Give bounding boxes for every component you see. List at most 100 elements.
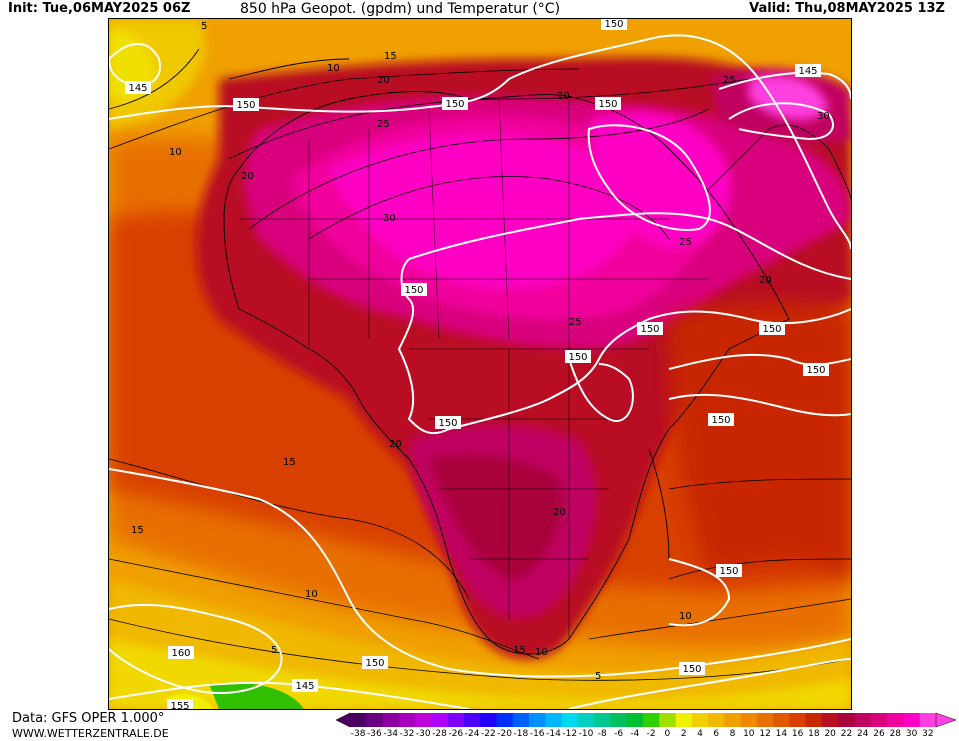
colorbar-tick-label: -20 <box>497 729 512 739</box>
temperature-labels: 5 15 10 20 10 20 25 30 25 20 30 25 20 25… <box>131 21 830 682</box>
temperature-colorbar <box>336 712 956 728</box>
colorbar-tick-label: -18 <box>513 729 529 739</box>
colorbar-swatch <box>659 713 677 727</box>
svg-text:150: 150 <box>438 418 457 429</box>
colorbar-tick-label: 30 <box>905 729 918 739</box>
colorbar-tick-label: 14 <box>775 729 788 739</box>
colorbar-swatch <box>626 713 644 727</box>
isotherm-label-t9: 25 <box>723 75 736 86</box>
colorbar-tick-label: 16 <box>791 729 804 739</box>
isotherm-label-t7: 25 <box>377 119 390 130</box>
colorbar-swatch <box>577 713 595 727</box>
colorbar-tick-label: -14 <box>546 729 561 739</box>
isotherm-label-t20: 10 <box>679 611 692 622</box>
colorbar-tick-label: 10 <box>743 729 755 739</box>
colorbar-swatch <box>740 713 758 727</box>
colorbar-tick-label: -30 <box>415 729 431 739</box>
isotherm-label-t8: 30 <box>383 213 396 224</box>
svg-text:150: 150 <box>445 99 464 110</box>
svg-text:150: 150 <box>598 99 617 110</box>
colorbar-tick-label: 4 <box>697 729 703 739</box>
isotherm-label-t12: 25 <box>679 237 692 248</box>
svg-text:150: 150 <box>682 664 701 675</box>
colorbar-tick-label: 0 <box>664 729 671 739</box>
colorbar-tick-label: -10 <box>578 729 594 739</box>
svg-text:145: 145 <box>128 83 147 94</box>
svg-text:150: 150 <box>404 285 423 296</box>
colorbar-tick-label: 24 <box>857 729 869 739</box>
colorbar-tick-label: -38 <box>350 729 366 739</box>
contour-label-sw: 160 <box>168 646 194 659</box>
colorbar-tick-label: -26 <box>448 729 464 739</box>
contour-label-south-1: 150 <box>362 656 388 669</box>
colorbar-swatch <box>789 713 807 727</box>
temperature-field <box>109 19 851 709</box>
svg-text:150: 150 <box>640 324 659 335</box>
isotherm-label-t13: 20 <box>759 275 772 286</box>
svg-text:150: 150 <box>604 19 623 30</box>
colorbar-tick-label: -6 <box>614 729 624 739</box>
colorbar-swatch <box>903 713 921 727</box>
colorbar-tick-label: 8 <box>729 729 736 739</box>
svg-text:145: 145 <box>798 66 817 77</box>
contour-label-sw-corner: 155 <box>167 699 193 709</box>
colorbar-tick-label: 22 <box>840 729 853 739</box>
geopotential-labels: 145 150 150 150 150 145 150 150 150 150 … <box>125 19 829 709</box>
colorbar-swatch <box>447 713 465 727</box>
coastlines <box>223 58 851 655</box>
colorbar-swatch <box>415 713 432 727</box>
contour-label-east-africa: 150 <box>565 350 591 363</box>
contour-label-nw: 145 <box>125 81 151 94</box>
isotherm-label-t16: 15 <box>283 457 296 468</box>
colorbar-tick-label: -34 <box>383 729 399 739</box>
svg-text:145: 145 <box>295 681 314 692</box>
colorbar-tick-label: -2 <box>646 729 656 739</box>
isotherm-label-t21: 15 <box>513 645 526 656</box>
colorbar-swatch <box>463 713 481 727</box>
contour-label-egypt: 150 <box>595 97 621 110</box>
colorbar-swatch <box>691 713 709 727</box>
colorbar-tick-label: 18 <box>808 729 820 739</box>
colorbar-arrow-left <box>336 712 351 728</box>
map-title: 850 hPa Geopot. (gpdm) und Temperatur (°… <box>240 1 561 17</box>
colorbar-tick-label: 6 <box>713 729 720 739</box>
isotherm-label-t14: 25 <box>569 317 582 328</box>
colorbar-tick-label: -36 <box>367 729 382 739</box>
contour-label-south-3: 145 <box>292 679 318 692</box>
isotherm-label-t10: 20 <box>557 91 570 102</box>
isotherm-label-t6: 20 <box>241 171 254 182</box>
svg-text:150: 150 <box>719 566 738 577</box>
isotherm-label-t11: 30 <box>817 111 830 122</box>
contour-label-horn: 150 <box>637 322 663 335</box>
colorbar-swatch <box>854 713 872 727</box>
isotherm-label-t5: 10 <box>169 147 182 158</box>
colorbar-swatch <box>594 713 611 727</box>
colorbar-swatch <box>919 713 937 727</box>
colorbar-tick-label: 26 <box>873 729 885 739</box>
colorbar-swatch <box>870 713 888 727</box>
colorbar-tick-label: -8 <box>597 729 607 739</box>
contour-label-north-2: 150 <box>442 97 468 110</box>
colorbar-tick-label: -16 <box>529 729 545 739</box>
svg-text:150: 150 <box>365 658 384 669</box>
colorbar-swatch <box>756 713 774 727</box>
svg-text:150: 150 <box>762 324 781 335</box>
contour-label-arabian-sea: 150 <box>759 322 785 335</box>
colorbar-tick-label: 32 <box>922 729 934 739</box>
colorbar-swatch <box>431 713 449 727</box>
data-source: Data: GFS OPER 1.000° <box>12 711 165 726</box>
colorbar-tick-label: 20 <box>824 729 836 739</box>
isotherm-label-t18: 20 <box>553 507 566 518</box>
colorbar-swatch <box>773 713 790 727</box>
svg-text:155: 155 <box>170 701 189 709</box>
colorbar-arrow-right <box>935 712 956 728</box>
colorbar-swatch <box>643 713 660 727</box>
colorbar-swatch <box>512 713 530 727</box>
valid-time: Valid: Thu,08MAY2025 13Z <box>749 1 945 16</box>
colorbar-tick-label: -4 <box>630 729 640 739</box>
colorbar-swatch <box>382 713 400 727</box>
website-credit: WWW.WETTERZENTRALE.DE <box>12 727 169 740</box>
isotherm-label-t23: 5 <box>271 645 277 656</box>
colorbar-swatch <box>838 713 856 727</box>
isotherm-label-t15: 20 <box>389 439 402 450</box>
